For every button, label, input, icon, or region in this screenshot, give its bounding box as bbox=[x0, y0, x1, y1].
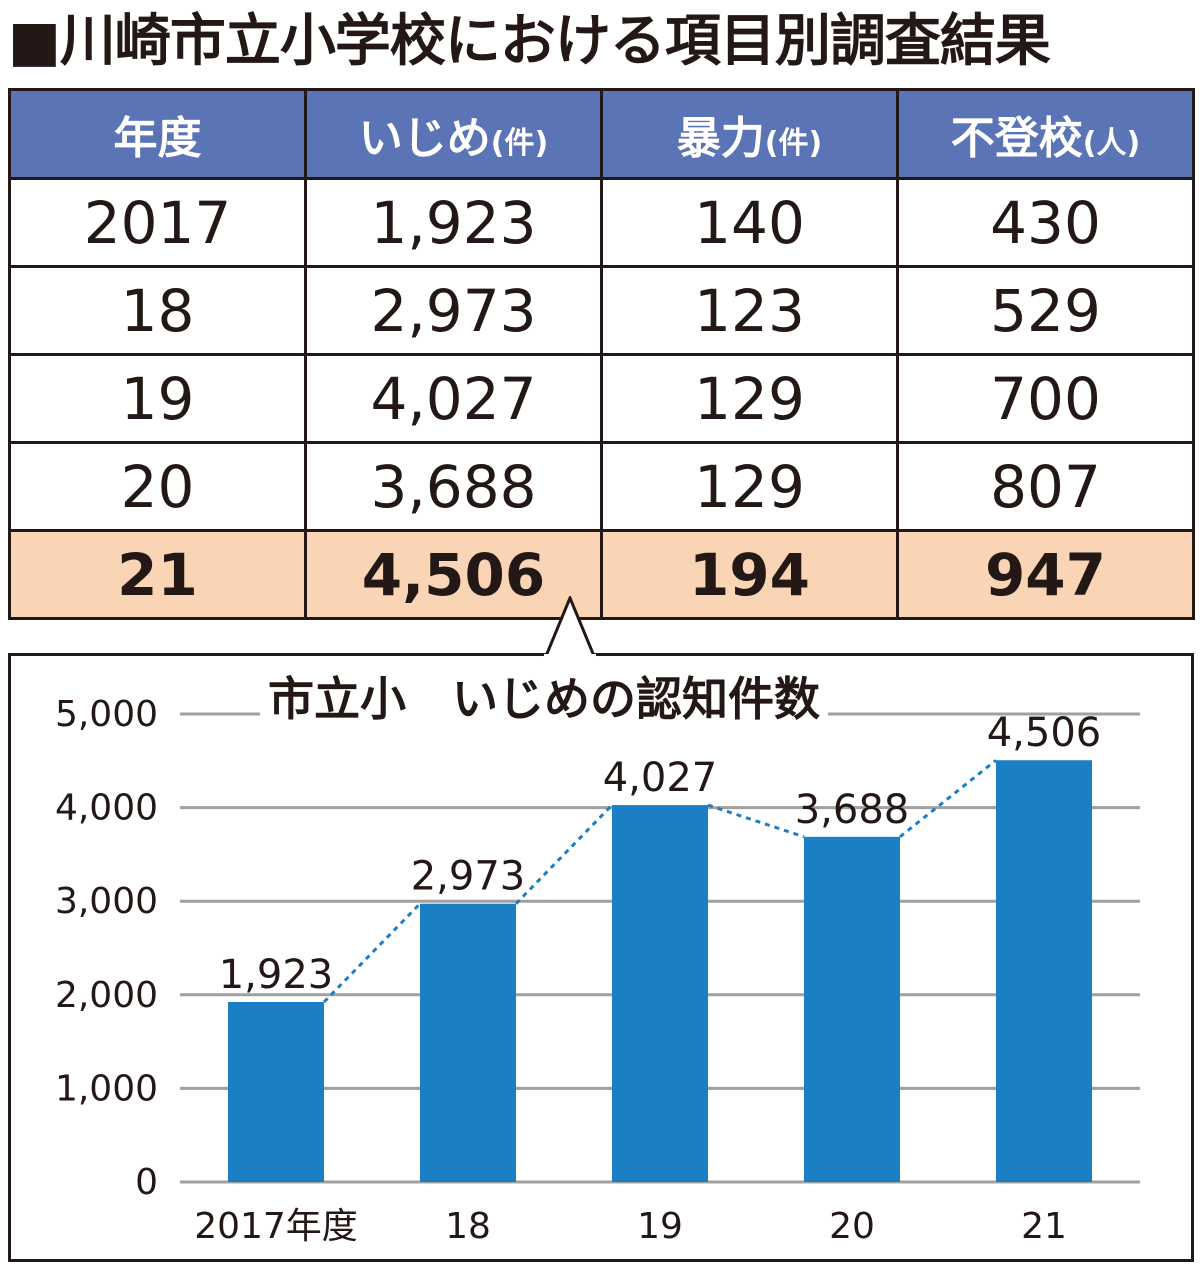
x-tick-label: 18 bbox=[445, 1206, 491, 1247]
x-tick-label: 2017年度 bbox=[194, 1206, 358, 1247]
bar bbox=[420, 903, 516, 1182]
trend-segment bbox=[707, 803, 805, 839]
table-row: 20 3,688 129 807 bbox=[8, 441, 1195, 532]
data-label: 4,027 bbox=[603, 755, 718, 801]
table-row: 18 2,973 123 529 bbox=[8, 265, 1195, 356]
y-tick-label: 2,000 bbox=[55, 975, 158, 1016]
header-unit: (件) bbox=[490, 126, 549, 161]
table-cell: 947 bbox=[896, 529, 1195, 620]
table-cell: 807 bbox=[896, 441, 1195, 532]
value-labels: 1,923 2,973 4,027 3,688 4,506 bbox=[219, 710, 1102, 998]
bar bbox=[228, 1002, 324, 1182]
header-unit: (件) bbox=[764, 126, 823, 161]
header-year: 年度 bbox=[8, 88, 307, 180]
table-cell: 529 bbox=[896, 265, 1195, 356]
chart-title: 市立小 いじめの認知件数 bbox=[260, 668, 828, 730]
x-tick-labels: 2017年度 18 19 20 21 bbox=[194, 1206, 1067, 1247]
table-cell: 123 bbox=[600, 265, 899, 356]
y-tick-label: 5,000 bbox=[55, 694, 158, 735]
bar bbox=[804, 836, 900, 1182]
bar bbox=[996, 760, 1092, 1182]
y-tick-labels: 0 1,000 2,000 3,000 4,000 5,000 bbox=[55, 694, 158, 1203]
table-cell: 20 bbox=[8, 441, 307, 532]
trend-segment bbox=[899, 759, 997, 838]
header-violence: 暴力(件) bbox=[600, 88, 899, 180]
table-cell: 4,027 bbox=[304, 353, 603, 444]
callout-pointer bbox=[543, 596, 597, 658]
trend-segment bbox=[514, 804, 614, 905]
header-label: いじめ bbox=[358, 113, 491, 164]
header-unit: (人) bbox=[1082, 126, 1141, 161]
header-absence: 不登校(人) bbox=[896, 88, 1195, 180]
header-label: 不登校 bbox=[950, 113, 1083, 164]
bars bbox=[228, 760, 1092, 1182]
table-cell: 194 bbox=[600, 529, 899, 620]
y-tick-label: 0 bbox=[135, 1162, 158, 1203]
table-cell: 2,973 bbox=[304, 265, 603, 356]
table-cell: 4,506 bbox=[304, 529, 603, 620]
data-label: 1,923 bbox=[219, 952, 334, 998]
data-label: 4,506 bbox=[987, 710, 1102, 756]
table-cell: 19 bbox=[8, 353, 307, 444]
trend-segment bbox=[322, 902, 422, 1004]
table-cell: 430 bbox=[896, 177, 1195, 268]
table-row-highlighted: 21 4,506 194 947 bbox=[8, 529, 1195, 620]
data-label: 2,973 bbox=[411, 854, 526, 900]
x-tick-label: 20 bbox=[829, 1206, 875, 1247]
table-cell: 1,923 bbox=[304, 177, 603, 268]
table-cell: 3,688 bbox=[304, 441, 603, 532]
header-label: 暴力 bbox=[676, 113, 765, 164]
bar bbox=[612, 805, 708, 1182]
trend-line bbox=[322, 759, 997, 1004]
table-cell: 700 bbox=[896, 353, 1195, 444]
table-row: 2017 1,923 140 430 bbox=[8, 177, 1195, 268]
header-label: 年度 bbox=[113, 113, 202, 164]
x-tick-label: 21 bbox=[1021, 1206, 1067, 1247]
table-row: 19 4,027 129 700 bbox=[8, 353, 1195, 444]
table-cell: 140 bbox=[600, 177, 899, 268]
y-tick-label: 1,000 bbox=[55, 1068, 158, 1109]
y-tick-label: 3,000 bbox=[55, 881, 158, 922]
data-label: 3,688 bbox=[795, 787, 910, 833]
header-bullying: いじめ(件) bbox=[304, 88, 603, 180]
survey-results-table: 年度 いじめ(件) 暴力(件) 不登校(人) 2017 1,923 140 43… bbox=[8, 88, 1195, 620]
table-cell: 18 bbox=[8, 265, 307, 356]
table-cell: 2017 bbox=[8, 177, 307, 268]
table-cell: 129 bbox=[600, 441, 899, 532]
page-title: ■川崎市立小学校における項目別調査結果 bbox=[8, 9, 1051, 74]
table-cell: 129 bbox=[600, 353, 899, 444]
y-tick-label: 4,000 bbox=[55, 788, 158, 829]
x-tick-label: 19 bbox=[637, 1206, 683, 1247]
table-header-row: 年度 いじめ(件) 暴力(件) 不登校(人) bbox=[8, 88, 1195, 180]
table-cell: 21 bbox=[8, 529, 307, 620]
